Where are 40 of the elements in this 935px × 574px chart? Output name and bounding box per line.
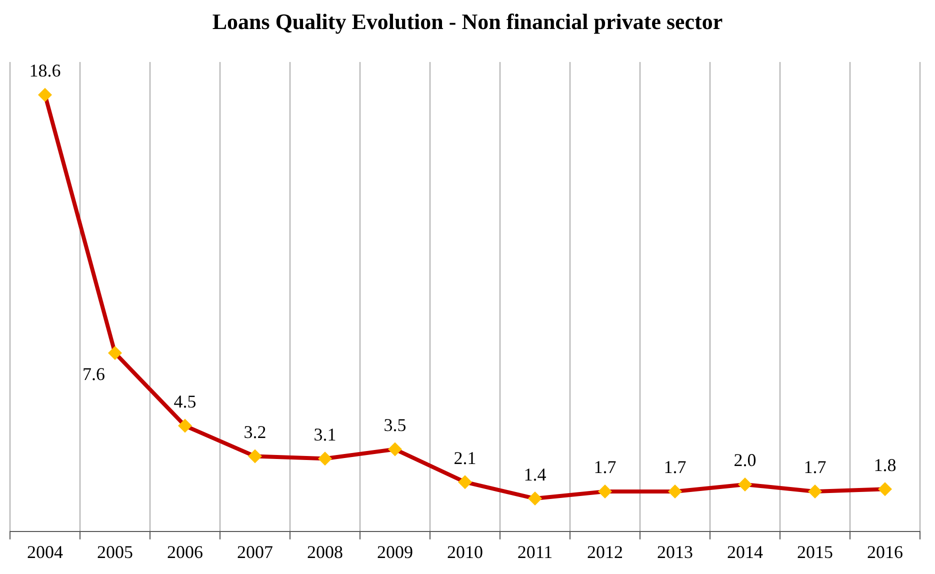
x-tick-label: 2009 xyxy=(377,542,413,562)
data-label: 2.0 xyxy=(734,450,756,470)
x-tick-label: 2010 xyxy=(447,542,483,562)
point xyxy=(528,492,542,506)
x-tick-label: 2008 xyxy=(307,542,343,562)
point xyxy=(598,484,612,498)
data-label: 3.5 xyxy=(384,414,406,435)
point xyxy=(808,484,822,498)
x-tick-label: 2016 xyxy=(867,542,903,562)
point xyxy=(458,475,472,490)
data-label: 3.1 xyxy=(314,424,336,444)
data-label: 1.7 xyxy=(594,457,616,478)
data-label: 7.6 xyxy=(82,364,105,384)
x-tick-label: 2005 xyxy=(97,542,133,562)
x-tick-label: 2012 xyxy=(587,542,623,562)
point xyxy=(38,88,52,102)
point xyxy=(878,482,892,496)
x-tick-label: 2011 xyxy=(517,542,553,562)
x-tick-label: 2004 xyxy=(27,542,63,562)
data-label: 18.6 xyxy=(29,60,61,81)
data-label: 1.7 xyxy=(804,457,826,478)
data-label: 3.2 xyxy=(244,422,266,442)
x-tick-label: 2006 xyxy=(167,542,203,562)
data-label: 1.8 xyxy=(874,454,896,475)
point xyxy=(178,418,192,433)
x-tick-label: 2007 xyxy=(237,542,273,562)
data-label: 1.7 xyxy=(664,457,686,478)
data-label: 4.5 xyxy=(174,392,196,412)
point xyxy=(668,484,682,498)
data-label: 1.4 xyxy=(524,464,546,484)
point xyxy=(108,346,122,360)
data-label: 2.1 xyxy=(454,448,476,468)
point xyxy=(248,449,262,464)
point xyxy=(388,442,402,456)
x-tick-label: 2014 xyxy=(727,542,763,562)
x-tick-label: 2013 xyxy=(657,542,693,562)
chart-title: Loans Quality Evolution - Non financial private sector xyxy=(211,8,724,36)
point xyxy=(738,477,752,492)
x-tick-label: 2015 xyxy=(797,542,833,562)
point xyxy=(318,452,332,466)
